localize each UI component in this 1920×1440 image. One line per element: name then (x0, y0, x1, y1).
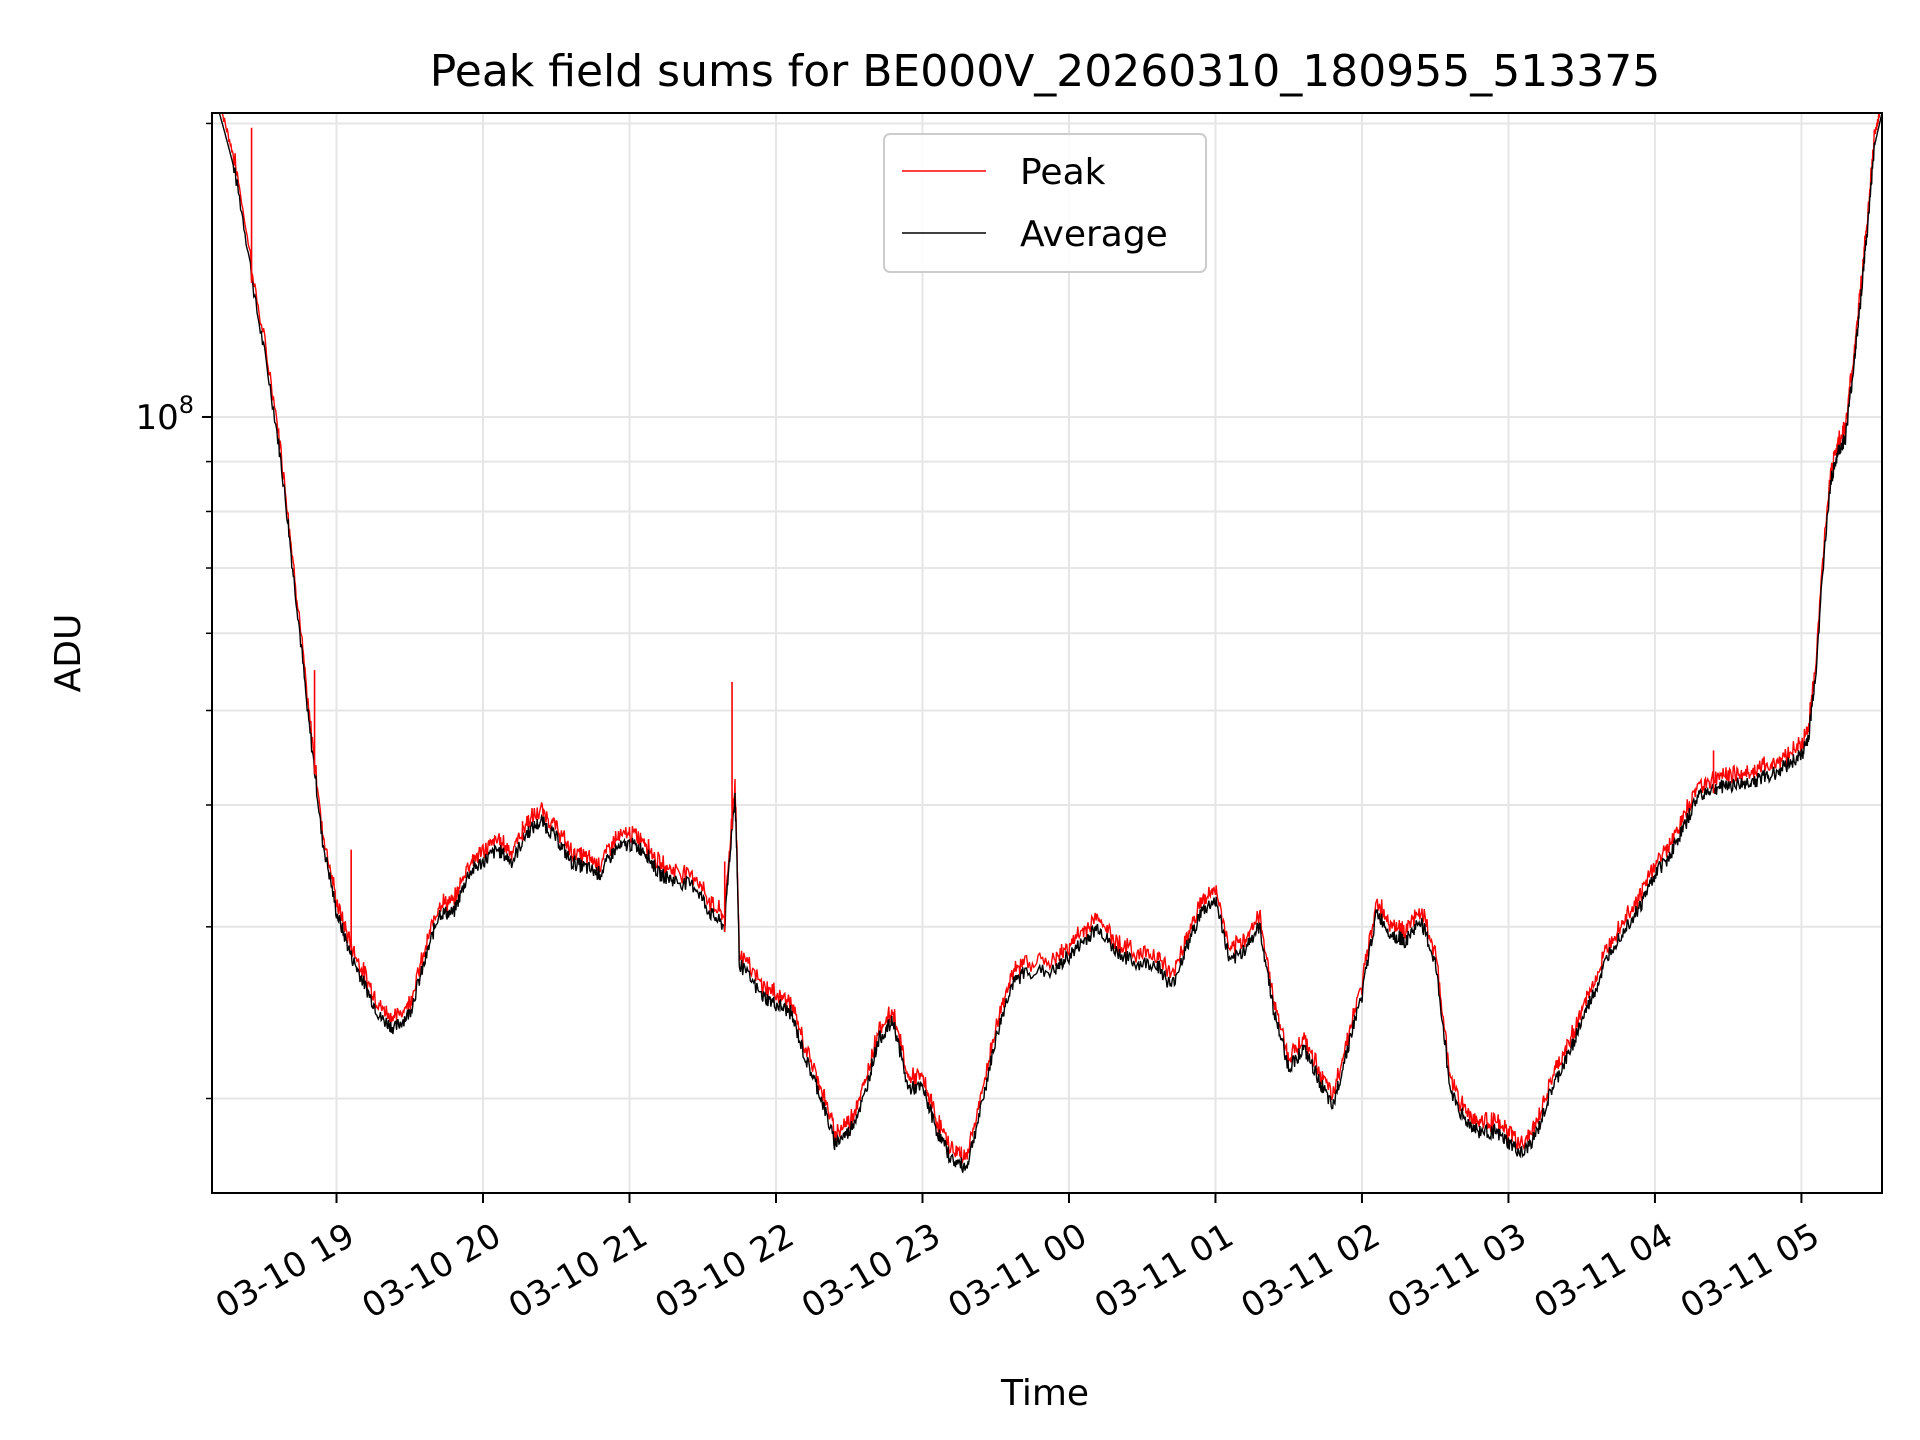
plot-lines (218, 112, 1883, 1173)
series-average-line (218, 112, 1883, 1173)
legend-average-label: Average (1020, 214, 1168, 255)
x-axis-label: Time (1000, 1373, 1089, 1414)
axes-frame (211, 112, 1883, 1194)
y-axis-ticks: 108 (135, 122, 212, 1100)
legend: Peak Average (883, 133, 1207, 273)
chart-title: Peak field sums for BE000V_20260310_1809… (430, 46, 1660, 97)
y-major-tick-label: 108 (135, 391, 194, 438)
y-axis-label: ADU (48, 614, 89, 693)
legend-peak-label: Peak (1020, 152, 1106, 193)
grid-lines (212, 113, 1882, 1193)
legend-box (883, 133, 1207, 273)
series-peak-line (219, 112, 1882, 1164)
